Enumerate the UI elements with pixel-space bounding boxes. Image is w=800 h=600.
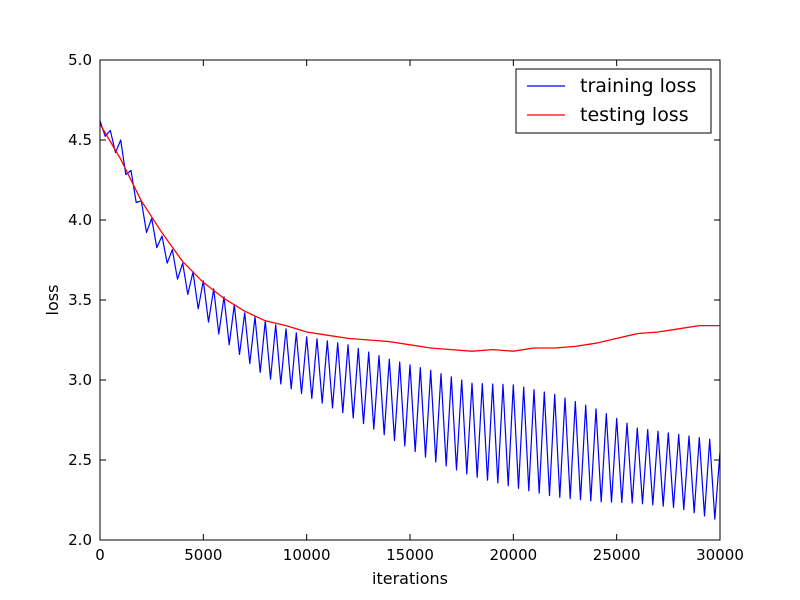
x-axis-label: iterations [372,569,448,588]
y-tick-label: 5.0 [68,51,92,69]
tick-labels: 0 5000 10000 15000 20000 25000 30000 2.0 2.5 3.0 3… [68,51,744,564]
x-tick-label: 5000 [184,546,222,564]
y-tick-label: 4.0 [68,211,92,229]
legend-box [515,68,712,134]
y-tick-label: 4.5 [68,131,92,149]
y-tick-label: 3.5 [68,291,92,309]
series-layer [99,120,721,520]
x-tick-label: 25000 [593,546,641,564]
axis-ticks [99,59,721,541]
x-tick-label: 20000 [489,546,537,564]
series-line-testing-loss [99,123,720,352]
y-axis-label: loss [43,285,62,316]
x-tick-label: 10000 [283,546,331,564]
x-tick-label: 15000 [386,546,434,564]
legend-label-training: training loss [580,75,696,97]
y-tick-label: 2.0 [68,531,92,549]
series-line-training-loss [99,120,721,520]
x-tick-label: 30000 [696,546,744,564]
x-tick-label: 0 [95,546,105,564]
plot-area [100,60,720,540]
y-tick-label: 3.0 [68,371,92,389]
legend: training loss testing loss [515,68,712,134]
y-tick-label: 2.5 [68,451,92,469]
legend-label-testing: testing loss [580,104,689,126]
plot-frame [99,59,721,541]
